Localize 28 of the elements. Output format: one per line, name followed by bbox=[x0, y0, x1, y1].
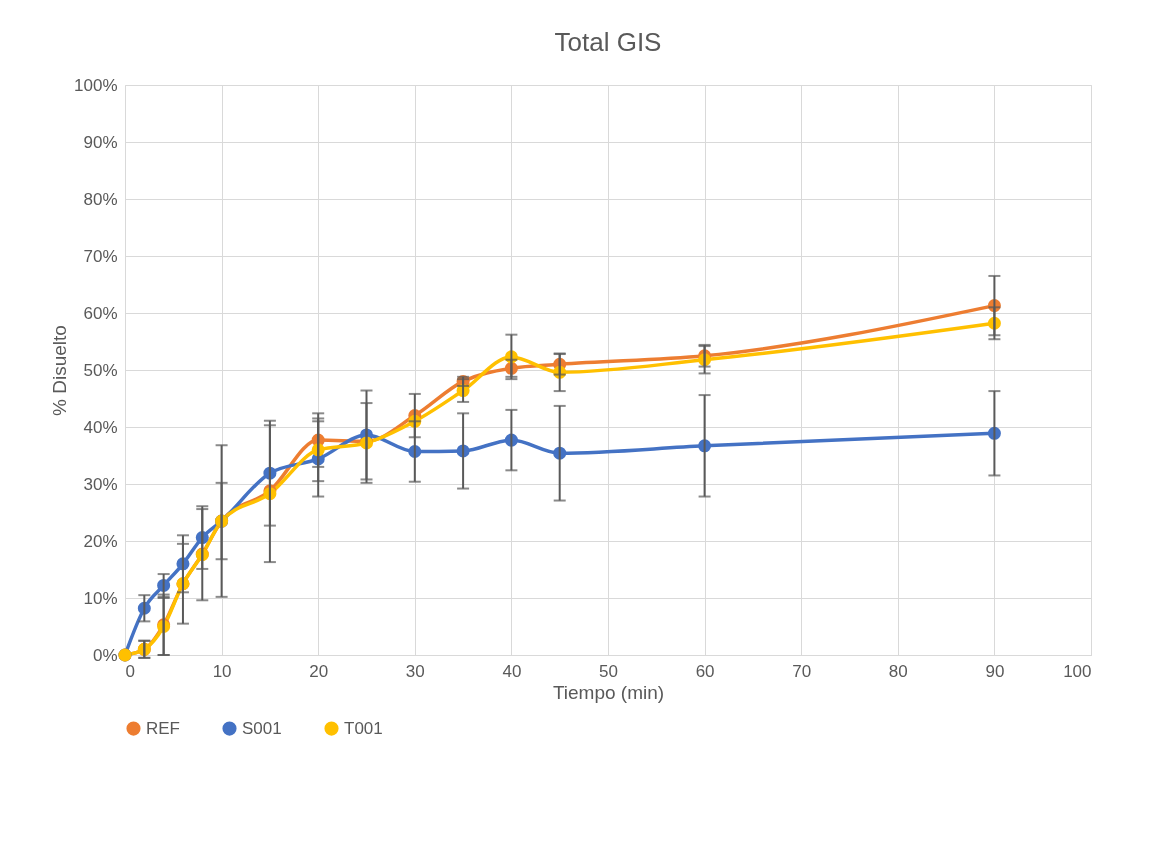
y-tick-label: 90% bbox=[83, 132, 118, 152]
x-tick-label: 60 bbox=[695, 661, 715, 681]
legend-label: T001 bbox=[344, 718, 383, 738]
y-tick-label: 70% bbox=[83, 246, 118, 266]
x-tick-label: 80 bbox=[888, 661, 908, 681]
chart-title: Total GIS bbox=[554, 27, 662, 57]
x-tick-label: 50 bbox=[599, 661, 618, 681]
y-tick-label: 50% bbox=[83, 360, 118, 380]
y-tick-label: 10% bbox=[83, 588, 118, 608]
y-tick-label: 60% bbox=[83, 303, 118, 323]
y-axis-title: % Disuelto bbox=[49, 325, 71, 416]
y-tick-label: 30% bbox=[83, 474, 118, 494]
x-tick-label: 40 bbox=[502, 661, 522, 681]
x-tick-label: 0 bbox=[125, 661, 135, 681]
y-tick-label: 80% bbox=[83, 189, 118, 209]
y-tick-label: 40% bbox=[83, 417, 118, 437]
x-axis-title: Tiempo (min) bbox=[552, 681, 665, 703]
x-tick-label: 100 bbox=[1063, 661, 1092, 681]
x-tick-label: 30 bbox=[405, 661, 425, 681]
x-tick-label: 90 bbox=[985, 661, 1005, 681]
y-tick-label: 100% bbox=[74, 75, 118, 95]
x-tick-label: 20 bbox=[309, 661, 329, 681]
legend-label: S001 bbox=[242, 718, 282, 738]
y-tick-label: 20% bbox=[83, 531, 118, 551]
x-tick-label: 10 bbox=[212, 661, 232, 681]
y-tick-label: 0% bbox=[92, 645, 118, 665]
x-tick-label: 70 bbox=[792, 661, 812, 681]
legend-label: REF bbox=[146, 718, 180, 738]
